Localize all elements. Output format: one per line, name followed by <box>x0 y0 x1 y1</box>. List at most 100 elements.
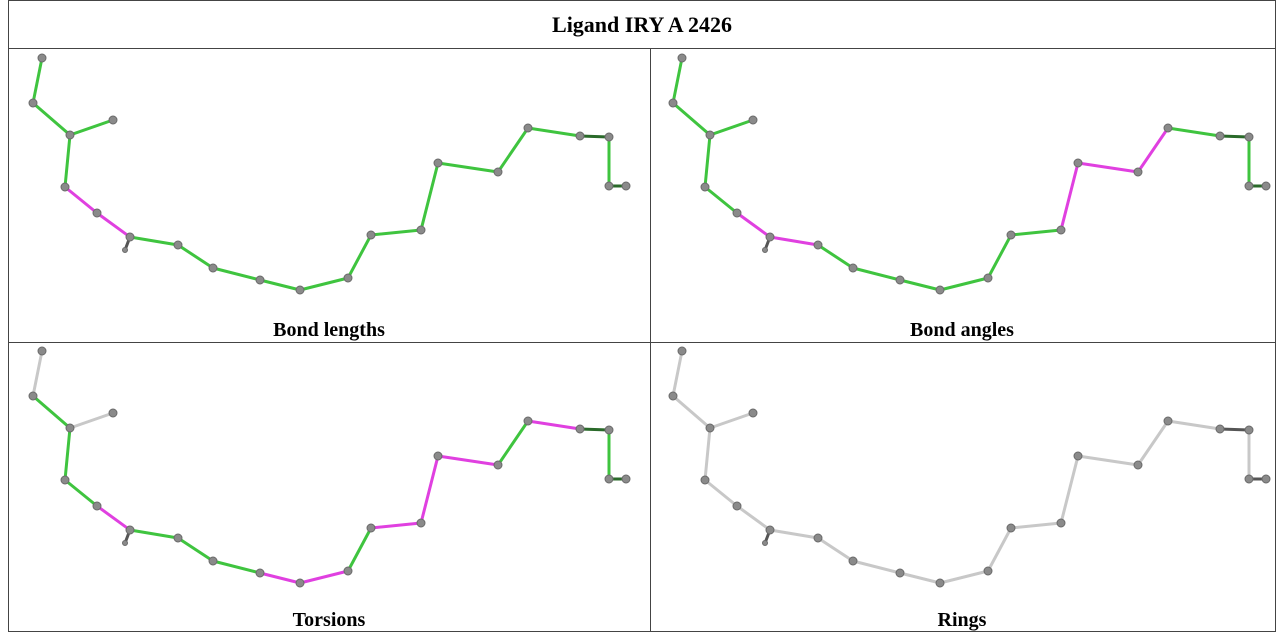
atom <box>575 131 585 141</box>
bond <box>298 569 350 585</box>
atom <box>604 181 614 191</box>
bond <box>63 478 99 508</box>
atom <box>621 474 631 484</box>
bond <box>31 394 72 430</box>
atom <box>848 556 858 566</box>
bond <box>1166 126 1222 138</box>
bond <box>63 133 72 189</box>
atom <box>604 474 614 484</box>
atom <box>295 578 305 588</box>
atom <box>1133 167 1143 177</box>
atom <box>173 240 183 250</box>
atom <box>748 115 758 125</box>
atom <box>1133 460 1143 470</box>
bond <box>1076 454 1140 467</box>
bond <box>258 278 302 292</box>
atom <box>208 263 218 273</box>
bond <box>816 536 855 563</box>
atom <box>366 230 376 240</box>
bond <box>346 233 373 280</box>
atom <box>1073 451 1083 461</box>
bond <box>735 211 772 239</box>
atom <box>523 416 533 426</box>
bond <box>419 454 440 525</box>
atom <box>366 523 376 533</box>
bond <box>768 235 820 247</box>
panel-label: Torsions <box>293 609 366 631</box>
atom <box>705 130 715 140</box>
bond <box>1218 427 1251 432</box>
atom <box>343 273 353 283</box>
atom <box>1244 425 1254 435</box>
atom <box>1261 474 1271 484</box>
bond <box>298 276 350 292</box>
bond <box>496 126 530 174</box>
bond <box>31 101 72 137</box>
atom <box>493 167 503 177</box>
atom <box>1244 132 1254 142</box>
bond <box>703 426 712 482</box>
bond <box>768 528 820 540</box>
bond <box>1009 228 1063 237</box>
atom <box>416 518 426 528</box>
bond <box>496 419 530 467</box>
bond <box>95 504 132 532</box>
atom <box>732 501 742 511</box>
bond <box>671 349 684 398</box>
atom <box>700 475 710 485</box>
atom <box>1073 158 1083 168</box>
bond <box>986 526 1013 573</box>
bond <box>1136 126 1170 174</box>
atom <box>92 501 102 511</box>
bond <box>63 185 99 215</box>
atom <box>895 275 905 285</box>
atom <box>621 181 631 191</box>
bond <box>708 118 755 137</box>
atom <box>700 182 710 192</box>
atom <box>762 540 768 546</box>
bond <box>735 504 772 532</box>
atom <box>416 225 426 235</box>
atom <box>677 346 687 356</box>
atom <box>433 451 443 461</box>
panel-label: Rings <box>938 609 987 631</box>
atom <box>705 423 715 433</box>
bond <box>346 526 373 573</box>
atom <box>122 247 128 253</box>
bond <box>708 411 755 430</box>
atom <box>28 98 38 108</box>
bond <box>671 56 684 105</box>
bond <box>671 394 712 430</box>
bond <box>258 571 302 585</box>
atom <box>813 533 823 543</box>
atom <box>765 525 775 535</box>
bond <box>31 349 44 398</box>
bond <box>578 427 611 432</box>
bond <box>436 454 500 467</box>
atom <box>668 98 678 108</box>
bond <box>526 126 582 138</box>
atom <box>255 568 265 578</box>
atom <box>122 540 128 546</box>
bond <box>851 559 902 575</box>
table-border <box>8 0 1276 632</box>
atom <box>125 525 135 535</box>
bond <box>1218 134 1251 139</box>
bond <box>369 228 423 237</box>
panel-label: Bond lengths <box>273 319 385 341</box>
atom <box>433 158 443 168</box>
bond <box>703 133 712 189</box>
bond <box>128 235 180 247</box>
atom <box>343 566 353 576</box>
atom <box>895 568 905 578</box>
atom <box>765 232 775 242</box>
atom <box>935 578 945 588</box>
atom <box>208 556 218 566</box>
atom <box>848 263 858 273</box>
bond <box>1009 521 1063 530</box>
table-title: Ligand IRY A 2426 <box>552 12 732 37</box>
atom <box>1215 424 1225 434</box>
bond <box>703 185 739 215</box>
atom <box>732 208 742 218</box>
